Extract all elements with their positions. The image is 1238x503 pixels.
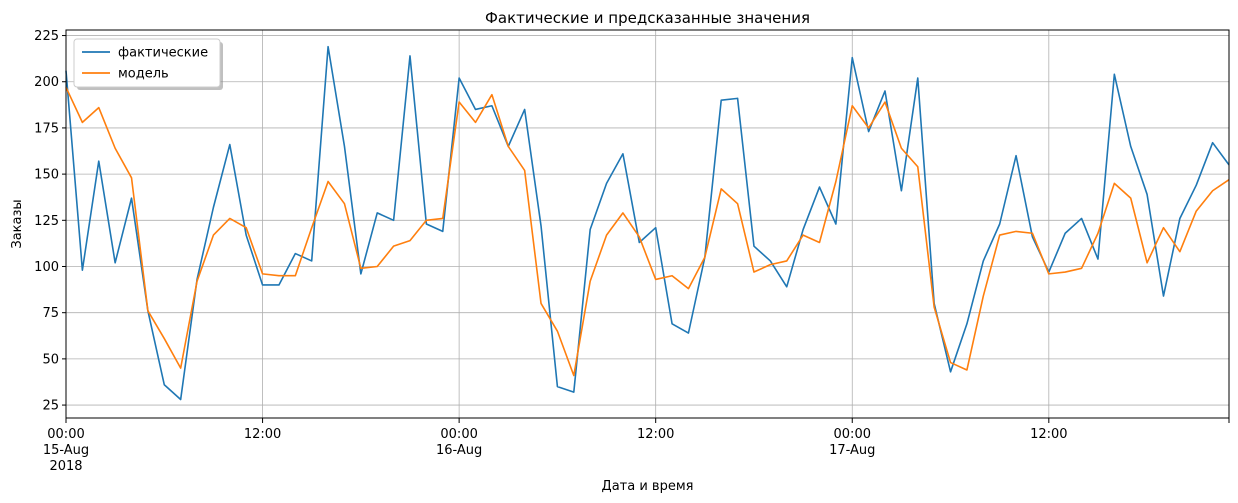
- x-tick-sublabel: 15-Aug: [43, 443, 89, 458]
- legend-label: модель: [118, 67, 169, 82]
- y-tick-label: 25: [42, 399, 59, 414]
- y-tick-label: 75: [42, 306, 59, 321]
- x-tick-sublabel: 16-Aug: [436, 443, 482, 458]
- x-tick-label: 12:00: [244, 427, 281, 442]
- legend: фактические модель: [73, 38, 223, 90]
- chart-title: Фактические и предсказанные значения: [485, 9, 810, 27]
- y-tick-label: 200: [34, 75, 59, 90]
- x-tick-sublabel: 17-Aug: [829, 443, 875, 458]
- legend-label: фактические: [118, 46, 208, 61]
- series-line-actual: [65, 45, 1230, 401]
- x-axis-label: Дата и время: [602, 479, 694, 494]
- y-axis: 25 50 75 100 125 150 175 200 225: [34, 29, 66, 414]
- x-tick-sublabel: 2018: [49, 459, 82, 474]
- x-tick-label: 12:00: [637, 427, 674, 442]
- y-tick-label: 50: [42, 352, 59, 367]
- series-line-model: [65, 86, 1230, 377]
- y-tick-label: 125: [34, 214, 59, 229]
- y-tick-label: 225: [34, 29, 59, 44]
- y-tick-label: 150: [34, 168, 59, 183]
- plot-frame: [65, 29, 1230, 419]
- grid: [65, 30, 1229, 418]
- x-tick-label: 00:00: [47, 427, 84, 442]
- x-tick-label: 00:00: [834, 427, 871, 442]
- x-tick-label: 12:00: [1030, 427, 1067, 442]
- series-lines: [65, 45, 1230, 401]
- legend-box: [73, 38, 221, 88]
- x-tick-label: 00:00: [440, 427, 477, 442]
- y-axis-label: Заказы: [10, 199, 25, 248]
- y-tick-label: 100: [34, 260, 59, 275]
- y-tick-label: 175: [34, 121, 59, 136]
